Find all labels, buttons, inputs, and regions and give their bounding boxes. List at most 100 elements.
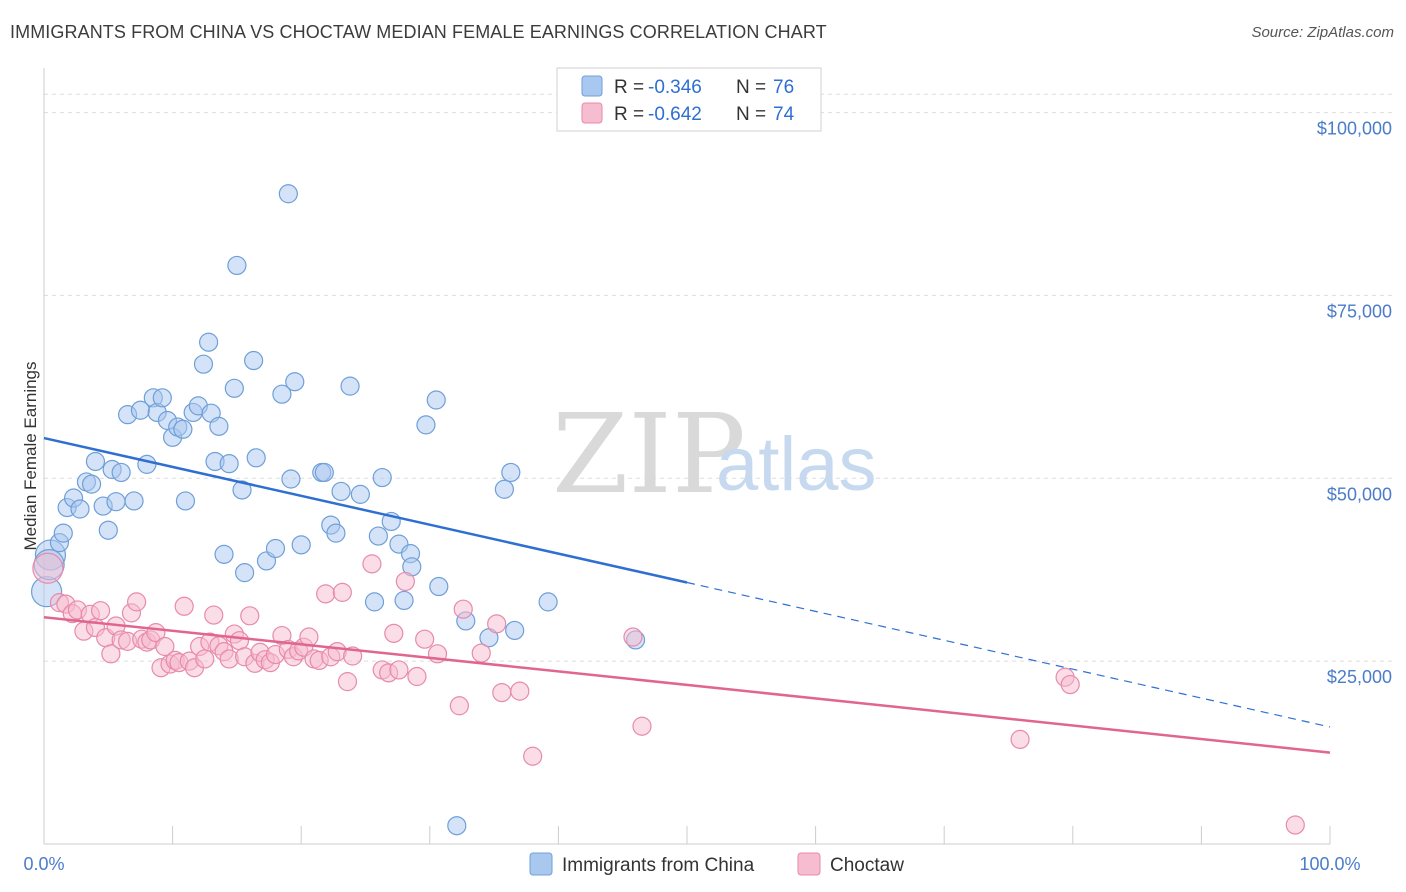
legend-swatch-pink: [581, 102, 603, 124]
bottom-legend-swatch-choctaw: [797, 852, 821, 876]
bottom-legend-label-china: Immigrants from China: [562, 855, 755, 876]
watermark-atlas: atlas: [716, 422, 877, 507]
y-tick-label-100000: $100,000: [1317, 119, 1392, 139]
china-point-29: [193, 354, 214, 374]
china-point-35: [219, 454, 239, 474]
china-trend-line: [43, 436, 688, 584]
china-point-37: [227, 255, 247, 276]
choctaw-point-68: [453, 599, 473, 619]
china-point-36: [224, 378, 244, 398]
chart-title: IMMIGRANTS FROM CHINA VS CHOCTAW MEDIAN …: [10, 22, 827, 42]
china-point-6: [70, 499, 90, 519]
watermark: ZIP atlas: [552, 390, 877, 518]
y-tick-labels: $25,000 $50,000 $75,000 $100,000: [1317, 119, 1392, 688]
china-point-39: [235, 563, 255, 583]
china-point-34: [214, 544, 234, 564]
choctaw-point-74: [623, 627, 643, 647]
china-point-44: [272, 384, 292, 404]
choctaw-point-56: [337, 672, 358, 692]
choctaw-point-63: [395, 571, 415, 592]
y-tick-label-50000: $50,000: [1327, 484, 1392, 504]
china-point-13: [106, 492, 126, 512]
legend-r-label-1: R =: [614, 77, 644, 98]
legend-n-label-2: N =: [736, 104, 766, 125]
china-point-48: [291, 535, 311, 555]
choctaw-point-65: [415, 629, 435, 649]
china-point-58: [372, 467, 392, 488]
china-point-25: [173, 419, 193, 439]
china-point-46: [281, 469, 301, 489]
y-axis-label: Median Female Earnings: [21, 362, 40, 551]
legend-box: R = -0.346 N = 76 R = -0.642 N = 74: [556, 67, 822, 132]
china-point-54: [340, 376, 360, 396]
choctaw-point-79: [1285, 815, 1305, 835]
choctaw-point-77: [1060, 674, 1080, 695]
bottom-legend-swatch-china: [529, 852, 553, 876]
choctaw-point-72: [510, 681, 530, 701]
china-point-66: [429, 576, 449, 597]
china-point-73: [538, 592, 558, 612]
china-point-55: [350, 484, 370, 504]
choctaw-point-10: [101, 644, 121, 664]
choctaw-point-21: [155, 636, 175, 657]
china-point-33: [209, 416, 229, 436]
china-point-57: [368, 526, 388, 546]
china-point-72: [505, 620, 525, 641]
choctaw-point-69: [471, 643, 491, 663]
legend-n-label-1: N =: [736, 77, 766, 98]
legend-n-value-1: 76: [773, 77, 794, 98]
china-point-30: [199, 332, 219, 352]
china-point-18: [137, 454, 157, 474]
x-ticks: [43, 826, 1331, 844]
choctaw-trend-line: [43, 616, 1331, 754]
x-tick-label-min: 0.0%: [23, 854, 64, 874]
china-point-40: [244, 350, 264, 371]
choctaw-point-36: [229, 631, 250, 651]
choctaw-point-70: [487, 614, 507, 634]
choctaw-point-57: [343, 646, 363, 666]
china-point-47: [285, 372, 305, 392]
choctaw-point-62: [389, 660, 409, 680]
choctaw-point-78: [1010, 729, 1030, 750]
china-point-41: [246, 448, 266, 468]
china-point-65: [426, 390, 446, 410]
choctaw-point-0: [32, 552, 64, 584]
choctaw-point-38: [240, 606, 260, 626]
china-point-14: [111, 462, 131, 483]
choctaw-point-73: [523, 746, 543, 766]
choctaw-point-31: [204, 605, 224, 625]
china-point-9: [85, 451, 106, 472]
china-point-71: [501, 462, 521, 483]
china-point-64: [416, 415, 436, 435]
choctaw-point-75: [632, 716, 652, 736]
choctaw-point-15: [126, 592, 147, 612]
choctaw-point-71: [492, 682, 512, 703]
x-tick-label-max: 100.0%: [1299, 854, 1360, 874]
legend-r-value-1: -0.346: [648, 77, 702, 98]
china-point-67: [447, 816, 467, 836]
legend-n-value-2: 74: [773, 104, 795, 125]
china-point-8: [81, 474, 102, 494]
choctaw-point-67: [449, 696, 469, 716]
china-point-43: [265, 538, 286, 559]
y-tick-label-75000: $75,000: [1327, 301, 1392, 321]
choctaw-point-55: [332, 582, 352, 602]
china-point-70: [494, 479, 514, 499]
china-point-3: [53, 523, 73, 543]
china-point-53: [331, 481, 351, 502]
choctaw-point-61: [384, 623, 404, 643]
china-point-61: [394, 590, 414, 611]
choctaw-point-29: [195, 649, 215, 669]
china-point-50: [314, 462, 334, 483]
china-point-21: [152, 388, 172, 408]
legend-swatch-blue: [581, 75, 603, 97]
choctaw-point-58: [362, 554, 382, 574]
y-tick-label-25000: $25,000: [1327, 667, 1392, 687]
china-point-26: [175, 491, 196, 511]
bottom-legend-label-choctaw: Choctaw: [830, 855, 904, 876]
bottom-legend: Immigrants from China Choctaw: [529, 852, 904, 876]
legend-r-value-2: -0.642: [648, 104, 702, 125]
source-label: Source: ZipAtlas.com: [1251, 24, 1394, 41]
choctaw-point-25: [174, 596, 194, 616]
